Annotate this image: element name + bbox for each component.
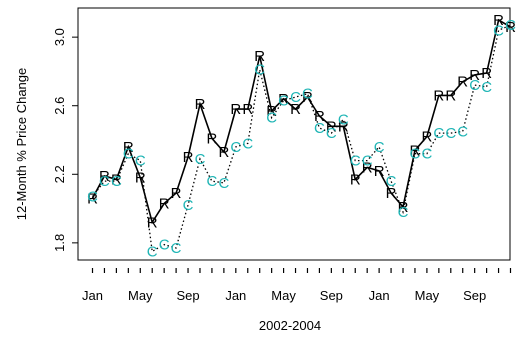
data-point-c: C <box>505 17 516 34</box>
x-tick-label: Sep <box>176 288 199 303</box>
data-point-c: C <box>410 146 421 163</box>
data-point-r: R <box>433 87 444 104</box>
data-point-c: C <box>374 139 385 156</box>
data-point-r: R <box>230 101 241 118</box>
y-tick-label: 3.0 <box>52 28 67 46</box>
data-point-c: C <box>290 89 301 106</box>
data-point-c: C <box>147 243 158 260</box>
data-point-c: C <box>266 110 277 127</box>
data-point-r: R <box>159 195 170 212</box>
data-point-r: R <box>386 185 397 202</box>
data-point-r: R <box>87 190 98 207</box>
data-point-c: C <box>195 151 206 168</box>
data-point-c: C <box>218 175 229 192</box>
data-point-r: R <box>278 91 289 108</box>
data-point-r: R <box>290 101 301 118</box>
data-point-c: C <box>481 79 492 96</box>
data-point-c: C <box>159 237 170 254</box>
data-point-r: R <box>242 101 253 118</box>
data-point-r: R <box>195 96 206 113</box>
x-tick-label: Sep <box>463 288 486 303</box>
x-tick-label: May <box>415 288 440 303</box>
data-point-r: R <box>362 159 373 176</box>
data-point-r: R <box>218 144 229 161</box>
y-tick-label: 2.2 <box>52 165 67 183</box>
data-point-r: R <box>314 108 325 125</box>
data-point-r: R <box>302 89 313 106</box>
data-point-c: C <box>362 153 373 170</box>
data-point-r: R <box>505 19 516 36</box>
data-point-c: C <box>111 173 122 190</box>
data-point-c: C <box>445 125 456 142</box>
data-point-r: R <box>171 185 182 202</box>
data-point-c: C <box>242 135 253 152</box>
data-point-r: R <box>493 12 504 29</box>
data-point-c: C <box>278 93 289 110</box>
data-point-c: C <box>326 125 337 142</box>
x-tick-label: Jan <box>82 288 103 303</box>
data-point-c: C <box>314 120 325 137</box>
data-point-c: C <box>398 204 409 221</box>
data-point-r: R <box>266 103 277 120</box>
data-point-c: C <box>421 146 432 163</box>
series-line-r <box>91 18 511 225</box>
data-point-c: C <box>350 153 361 170</box>
data-point-r: R <box>410 142 421 159</box>
x-tick-label: Jan <box>225 288 246 303</box>
data-point-r: R <box>374 163 385 180</box>
y-axis: 1.8 2.2 2.6 3.0 <box>52 28 78 252</box>
plot-frame <box>77 7 511 261</box>
data-point-c: C <box>135 153 146 170</box>
data-point-r: R <box>183 149 194 166</box>
data-point-c: C <box>457 123 468 140</box>
data-point-c: C <box>469 77 480 94</box>
data-point-r: R <box>350 171 361 188</box>
y-axis-label: 12-Month % Price Change <box>14 68 29 220</box>
data-point-r: R <box>445 87 456 104</box>
data-point-r: R <box>421 129 432 146</box>
data-point-r: R <box>99 168 110 185</box>
data-point-c: C <box>254 62 265 79</box>
y-tick-label: 1.8 <box>52 234 67 252</box>
data-point-c: C <box>171 240 182 257</box>
plot-border <box>77 7 511 261</box>
data-point-c: C <box>230 139 241 156</box>
data-point-c: C <box>338 111 349 128</box>
y-tick-label: 2.6 <box>52 97 67 115</box>
data-point-r: R <box>338 118 349 135</box>
data-point-r: R <box>254 48 265 65</box>
x-tick-label: Sep <box>320 288 343 303</box>
data-point-r: R <box>398 199 409 216</box>
data-point-r: R <box>207 130 218 147</box>
data-point-c: C <box>386 173 397 190</box>
x-tick-label: Jan <box>369 288 390 303</box>
x-tick-label: May <box>271 288 296 303</box>
data-point-r: R <box>147 214 158 231</box>
data-point-c: C <box>433 125 444 142</box>
data-point-c: C <box>123 146 134 163</box>
x-tick-label: May <box>128 288 153 303</box>
x-axis-label: 2002-2004 <box>259 318 321 333</box>
data-point-c: C <box>87 189 98 206</box>
data-point-r: R <box>326 118 337 135</box>
data-point-c: C <box>493 22 504 39</box>
series-line-c <box>91 24 511 253</box>
data-point-r: R <box>481 65 492 82</box>
data-point-r: R <box>135 170 146 187</box>
data-point-c: C <box>207 173 218 190</box>
data-point-c: C <box>302 86 313 103</box>
x-axis: Jan May Sep Jan May Sep Jan May Sep <box>82 268 512 303</box>
data-point-c: C <box>99 173 110 190</box>
data-point-r: R <box>469 67 480 84</box>
data-point-r: R <box>123 139 134 156</box>
data-point-c: C <box>183 197 194 214</box>
data-point-r: R <box>457 74 468 91</box>
